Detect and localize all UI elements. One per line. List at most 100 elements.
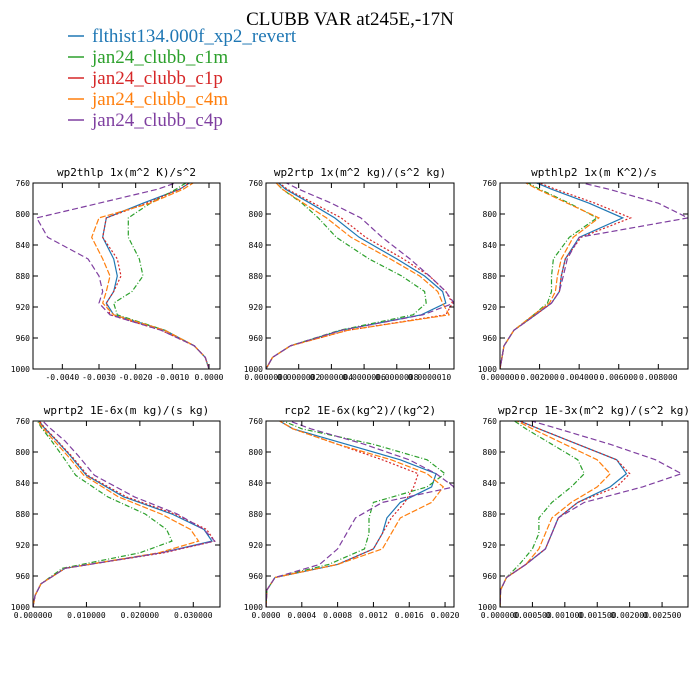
- y-tick-label: 760: [16, 179, 31, 188]
- y-tick-label: 1000: [244, 365, 263, 374]
- series-line: [500, 183, 633, 369]
- y-tick-label: 920: [249, 303, 264, 312]
- series-line: [500, 421, 586, 607]
- y-tick-label: 960: [249, 334, 264, 343]
- y-tick-label: 960: [249, 572, 264, 581]
- panel: wp2rtp 1x(m^2 kg)/(s^2 kg) 760 800 840 880 92…: [244, 166, 455, 382]
- x-tick-label: 0.0000002: [277, 373, 321, 382]
- y-tick-label: 1000: [11, 603, 30, 612]
- x-tick-label: 0.0000: [195, 373, 224, 382]
- x-tick-label: -0.0030: [82, 373, 116, 382]
- panel-title: wpthlp2 1x(m K^2)/s: [531, 166, 657, 179]
- y-tick-label: 1000: [478, 603, 497, 612]
- panel-frame: [265, 420, 455, 608]
- series-line: [266, 183, 451, 369]
- series-line: [33, 421, 216, 607]
- panel-title: wprtp2 1E-6x(m kg)/(s kg): [44, 404, 210, 417]
- x-tick-label: 0.0000000: [244, 373, 288, 382]
- y-tick-label: 920: [16, 541, 31, 550]
- y-tick-label: 880: [483, 272, 498, 281]
- x-tick-label: 0.010000: [67, 611, 106, 620]
- series-line: [266, 421, 446, 607]
- x-tick-label: -0.0010: [155, 373, 189, 382]
- x-tick-label: 0.008000: [639, 373, 678, 382]
- x-tick-label: -0.0020: [119, 373, 153, 382]
- series-line: [500, 421, 612, 607]
- y-tick-label: 800: [249, 210, 264, 219]
- x-tick-label: 0.0012: [359, 611, 388, 620]
- panel-frame: [265, 182, 455, 370]
- series-line: [500, 183, 625, 369]
- series-line: [266, 183, 454, 369]
- panel: wp2thlp 1x(m^2 K)/s^2 760 800 840 880 920 960 1…: [11, 166, 224, 382]
- y-tick-label: 880: [249, 272, 264, 281]
- panel: rcp2 1E-6x(kg^2)/(kg^2) 760 800 840 880 920 96…: [244, 404, 460, 620]
- series-line: [112, 183, 210, 369]
- y-tick-label: 840: [483, 241, 498, 250]
- x-tick-label: 0.006000: [599, 373, 638, 382]
- y-tick-label: 800: [483, 448, 498, 457]
- x-tick-label: -0.0040: [45, 373, 79, 382]
- y-tick-label: 880: [483, 510, 498, 519]
- series-line: [33, 421, 173, 607]
- y-tick-label: 1000: [244, 603, 263, 612]
- y-tick-label: 880: [249, 510, 264, 519]
- figure-title: CLUBB VAR at245E,-17N: [246, 9, 454, 30]
- x-tick-label: 0.0008: [323, 611, 352, 620]
- legend-entry: jan24_clubb_c4p: [91, 110, 223, 131]
- y-tick-label: 760: [249, 179, 264, 188]
- y-tick-label: 1000: [478, 365, 497, 374]
- panel: wpthlp2 1x(m K^2)/s 760 800 840 880 920 960 100…: [478, 166, 689, 382]
- panels: wp2thlp 1x(m^2 K)/s^2 760 800 840 880 920 960 1…: [11, 166, 690, 620]
- legend-entry: jan24_clubb_c1p: [91, 68, 223, 89]
- legend: flthist134.000f_xp2_revert jan24_clubb_c1…: [68, 26, 297, 131]
- x-tick-label: 0.000000: [481, 373, 520, 382]
- series-line: [266, 183, 427, 369]
- panel-title: wp2rcp 1E-3x(m^2 kg)/(s^2 kg): [498, 404, 690, 417]
- panel: wp2rcp 1E-3x(m^2 kg)/(s^2 kg)760 800 840 88…: [478, 404, 690, 620]
- x-tick-label: 0.000000: [14, 611, 53, 620]
- x-tick-label: 0.0000010: [408, 373, 452, 382]
- x-tick-label: 0.0000004: [310, 373, 354, 382]
- series-line: [500, 183, 601, 369]
- panel: wprtp2 1E-6x(m kg)/(s kg) 760 800 840 880 920…: [11, 404, 221, 620]
- y-tick-label: 840: [483, 479, 498, 488]
- series-line: [500, 421, 628, 607]
- y-tick-label: 880: [16, 272, 31, 281]
- x-tick-label: 0.004000: [560, 373, 599, 382]
- y-tick-label: 920: [249, 541, 264, 550]
- series-line: [33, 421, 200, 607]
- series-line: [500, 421, 684, 607]
- series-line: [266, 421, 419, 607]
- panel-title: wp2rtp 1x(m^2 kg)/(s^2 kg): [274, 166, 446, 179]
- series-line: [266, 421, 454, 607]
- y-tick-label: 800: [16, 448, 31, 457]
- y-tick-label: 960: [16, 334, 31, 343]
- series-line: [102, 183, 210, 369]
- series-line: [266, 421, 437, 607]
- y-tick-label: 760: [249, 417, 264, 426]
- panel-frame: [499, 420, 689, 608]
- x-tick-label: 0.0000: [252, 611, 281, 620]
- y-tick-label: 800: [483, 210, 498, 219]
- x-tick-label: 0.0004: [287, 611, 316, 620]
- legend-entry: flthist134.000f_xp2_revert: [92, 26, 297, 47]
- legend-entry: jan24_clubb_c4m: [91, 89, 228, 110]
- x-tick-label: 0.001000: [546, 611, 585, 620]
- x-tick-label: 0.002500: [643, 611, 682, 620]
- x-tick-label: 0.020000: [121, 611, 160, 620]
- series-line: [102, 183, 210, 369]
- x-tick-label: 0.030000: [174, 611, 213, 620]
- y-tick-label: 760: [483, 179, 498, 188]
- y-tick-label: 840: [249, 479, 264, 488]
- y-tick-label: 920: [483, 303, 498, 312]
- series-line: [500, 183, 599, 369]
- series-line: [266, 183, 447, 369]
- y-tick-label: 760: [483, 417, 498, 426]
- y-tick-label: 1000: [11, 365, 30, 374]
- y-tick-label: 960: [483, 572, 498, 581]
- panel-title: rcp2 1E-6x(kg^2)/(kg^2): [284, 404, 436, 417]
- y-tick-label: 960: [16, 572, 31, 581]
- x-tick-label: 0.0000008: [375, 373, 419, 382]
